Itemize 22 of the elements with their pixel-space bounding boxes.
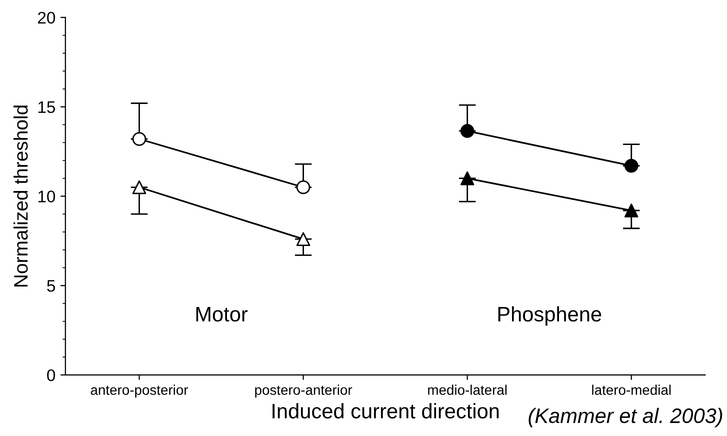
y-tick-label: 5	[47, 280, 56, 292]
x-tick-label: postero-anterior	[255, 384, 352, 398]
y-axis-title: Normalized threshold	[13, 106, 28, 286]
annotation: Motor	[196, 307, 248, 322]
y-tick-label: 10	[38, 190, 56, 202]
y-tick-label: 20	[38, 12, 56, 24]
point	[624, 158, 638, 173]
point	[132, 180, 146, 194]
point	[624, 204, 638, 218]
y-tick-label: 15	[38, 101, 56, 114]
x-tick-label: medio-lateral	[428, 384, 507, 395]
annotation: Phosphene	[498, 306, 602, 326]
y-tick-label: 0	[47, 369, 56, 382]
point	[460, 171, 474, 186]
x-tick-label: latero-medial	[592, 384, 671, 395]
point	[132, 132, 146, 146]
point	[460, 124, 474, 138]
x-tick-label: antero-posterior	[90, 384, 188, 398]
x-axis-title: Induced current direction	[272, 403, 499, 418]
point	[296, 232, 310, 246]
point	[296, 180, 310, 194]
text: (Kammer et al. 2003)	[528, 408, 722, 428]
